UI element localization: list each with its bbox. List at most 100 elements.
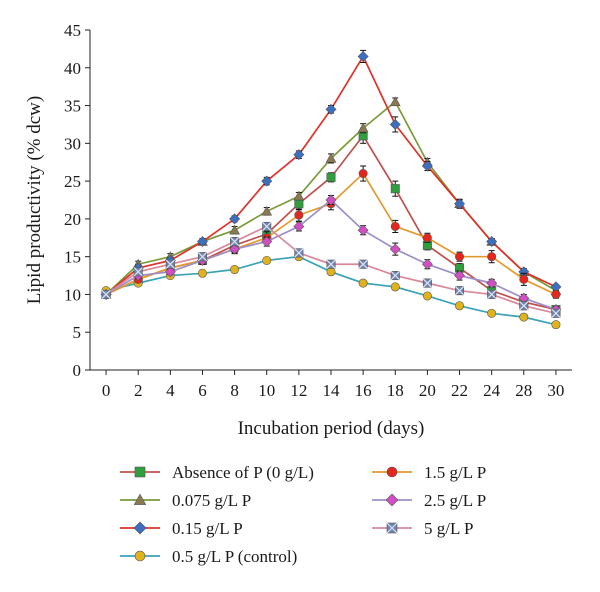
marker-cross: [422, 278, 433, 288]
marker-cross: [454, 286, 465, 296]
legend-label: 2.5 g/L P: [424, 491, 486, 510]
data-point: [358, 278, 368, 288]
x-tick-label: 4: [166, 381, 175, 400]
y-tick-label: 35: [64, 97, 81, 116]
x-tick-label: 10: [258, 381, 275, 400]
marker-cross: [358, 259, 368, 269]
marker-cross: [262, 221, 272, 232]
legend: Absence of P (0 g/L) 0.075 g/L P 0.15 g/L …: [120, 463, 486, 566]
marker-cross: [326, 259, 336, 269]
data-point: [455, 252, 465, 262]
x-tick-label: 18: [387, 381, 404, 400]
data-point: [390, 282, 400, 292]
legend-label: 5 g/L P: [424, 519, 473, 538]
data-point: [389, 96, 401, 106]
data-point: [326, 259, 336, 269]
data-point: [261, 236, 273, 248]
y-tick-label: 0: [73, 361, 82, 380]
data-point: [551, 320, 561, 330]
data-point: [486, 277, 498, 289]
data-point: [325, 152, 337, 163]
data-point: [454, 270, 465, 282]
legend-marker: [134, 466, 146, 478]
legend-label: 1.5 g/L P: [424, 463, 486, 482]
legend-item: Absence of P (0 g/L): [120, 463, 314, 482]
data-point: [390, 270, 400, 281]
data-point: [390, 221, 400, 231]
legend-label: Absence of P (0 g/L): [172, 463, 314, 482]
legend-label: 0.075 g/L P: [172, 491, 251, 510]
data-point: [421, 160, 433, 172]
marker-cross: [386, 522, 398, 534]
marker-cross: [294, 248, 304, 258]
marker-cross: [197, 252, 208, 262]
data-point: [357, 224, 369, 236]
x-tick-label: 12: [290, 381, 307, 400]
legend-item: 2.5 g/L P: [372, 491, 486, 510]
data-point: [197, 268, 207, 278]
legend-item: 0.075 g/L P: [120, 491, 251, 510]
y-tick-label: 20: [64, 210, 81, 229]
legend-label: 0.5 g/L P (control): [172, 547, 297, 566]
marker-cross: [390, 270, 400, 281]
data-point: [294, 210, 304, 220]
marker-cross: [133, 267, 143, 277]
marker-cross: [519, 301, 529, 311]
data-point: [421, 258, 433, 270]
x-tick-label: 24: [483, 381, 501, 400]
data-point: [519, 274, 529, 284]
data-point: [262, 255, 272, 265]
y-tick-label: 5: [73, 323, 82, 342]
data-point: [422, 278, 433, 288]
marker-cross: [101, 289, 111, 300]
data-point: [357, 122, 369, 133]
x-tick-label: 28: [515, 381, 532, 400]
legend-label: 0.15 g/L P: [172, 519, 243, 538]
x-tick-label: 14: [323, 381, 341, 400]
data-point: [551, 308, 561, 318]
x-tick-label: 16: [355, 381, 372, 400]
data-point: [455, 301, 465, 311]
x-tick-label: 6: [198, 381, 207, 400]
marker-cross: [165, 259, 175, 269]
x-tick-label: 0: [102, 381, 111, 400]
data-point: [454, 286, 465, 296]
data-point: [487, 252, 497, 262]
legend-marker: [134, 550, 146, 562]
data-point: [293, 220, 305, 232]
data-point: [229, 224, 240, 235]
data-point: [229, 236, 240, 247]
data-point: [551, 289, 561, 299]
y-tick-label: 15: [64, 248, 81, 267]
series-layer: [100, 49, 562, 330]
data-point: [487, 308, 497, 318]
legend-marker: [386, 522, 398, 534]
legend-marker: [385, 493, 399, 507]
data-point: [357, 50, 369, 62]
y-tick-label: 10: [64, 285, 81, 304]
series-6: [100, 194, 562, 316]
data-point: [358, 259, 368, 269]
y-tick-label: 45: [64, 21, 81, 40]
data-point: [164, 266, 176, 278]
legend-item: 5 g/L P: [372, 519, 473, 538]
data-point: [261, 205, 273, 216]
x-tick-label: 8: [230, 381, 239, 400]
x-tick-label: 22: [451, 381, 468, 400]
y-axis-title: Lipid productivity (% dcw): [24, 96, 45, 304]
x-tick-label: 20: [419, 381, 436, 400]
data-point: [229, 213, 241, 225]
legend-item: 0.15 g/L P: [120, 519, 243, 538]
data-point: [389, 118, 401, 130]
data-point: [293, 190, 305, 201]
data-point: [486, 236, 498, 248]
x-tick-label: 2: [134, 381, 143, 400]
data-point: [230, 265, 240, 275]
marker-cross: [551, 308, 561, 318]
marker-cross: [229, 236, 240, 247]
data-point: [454, 198, 465, 210]
legend-item: 1.5 g/L P: [372, 463, 486, 482]
marker-cross: [487, 289, 497, 300]
series-7: [101, 221, 561, 318]
